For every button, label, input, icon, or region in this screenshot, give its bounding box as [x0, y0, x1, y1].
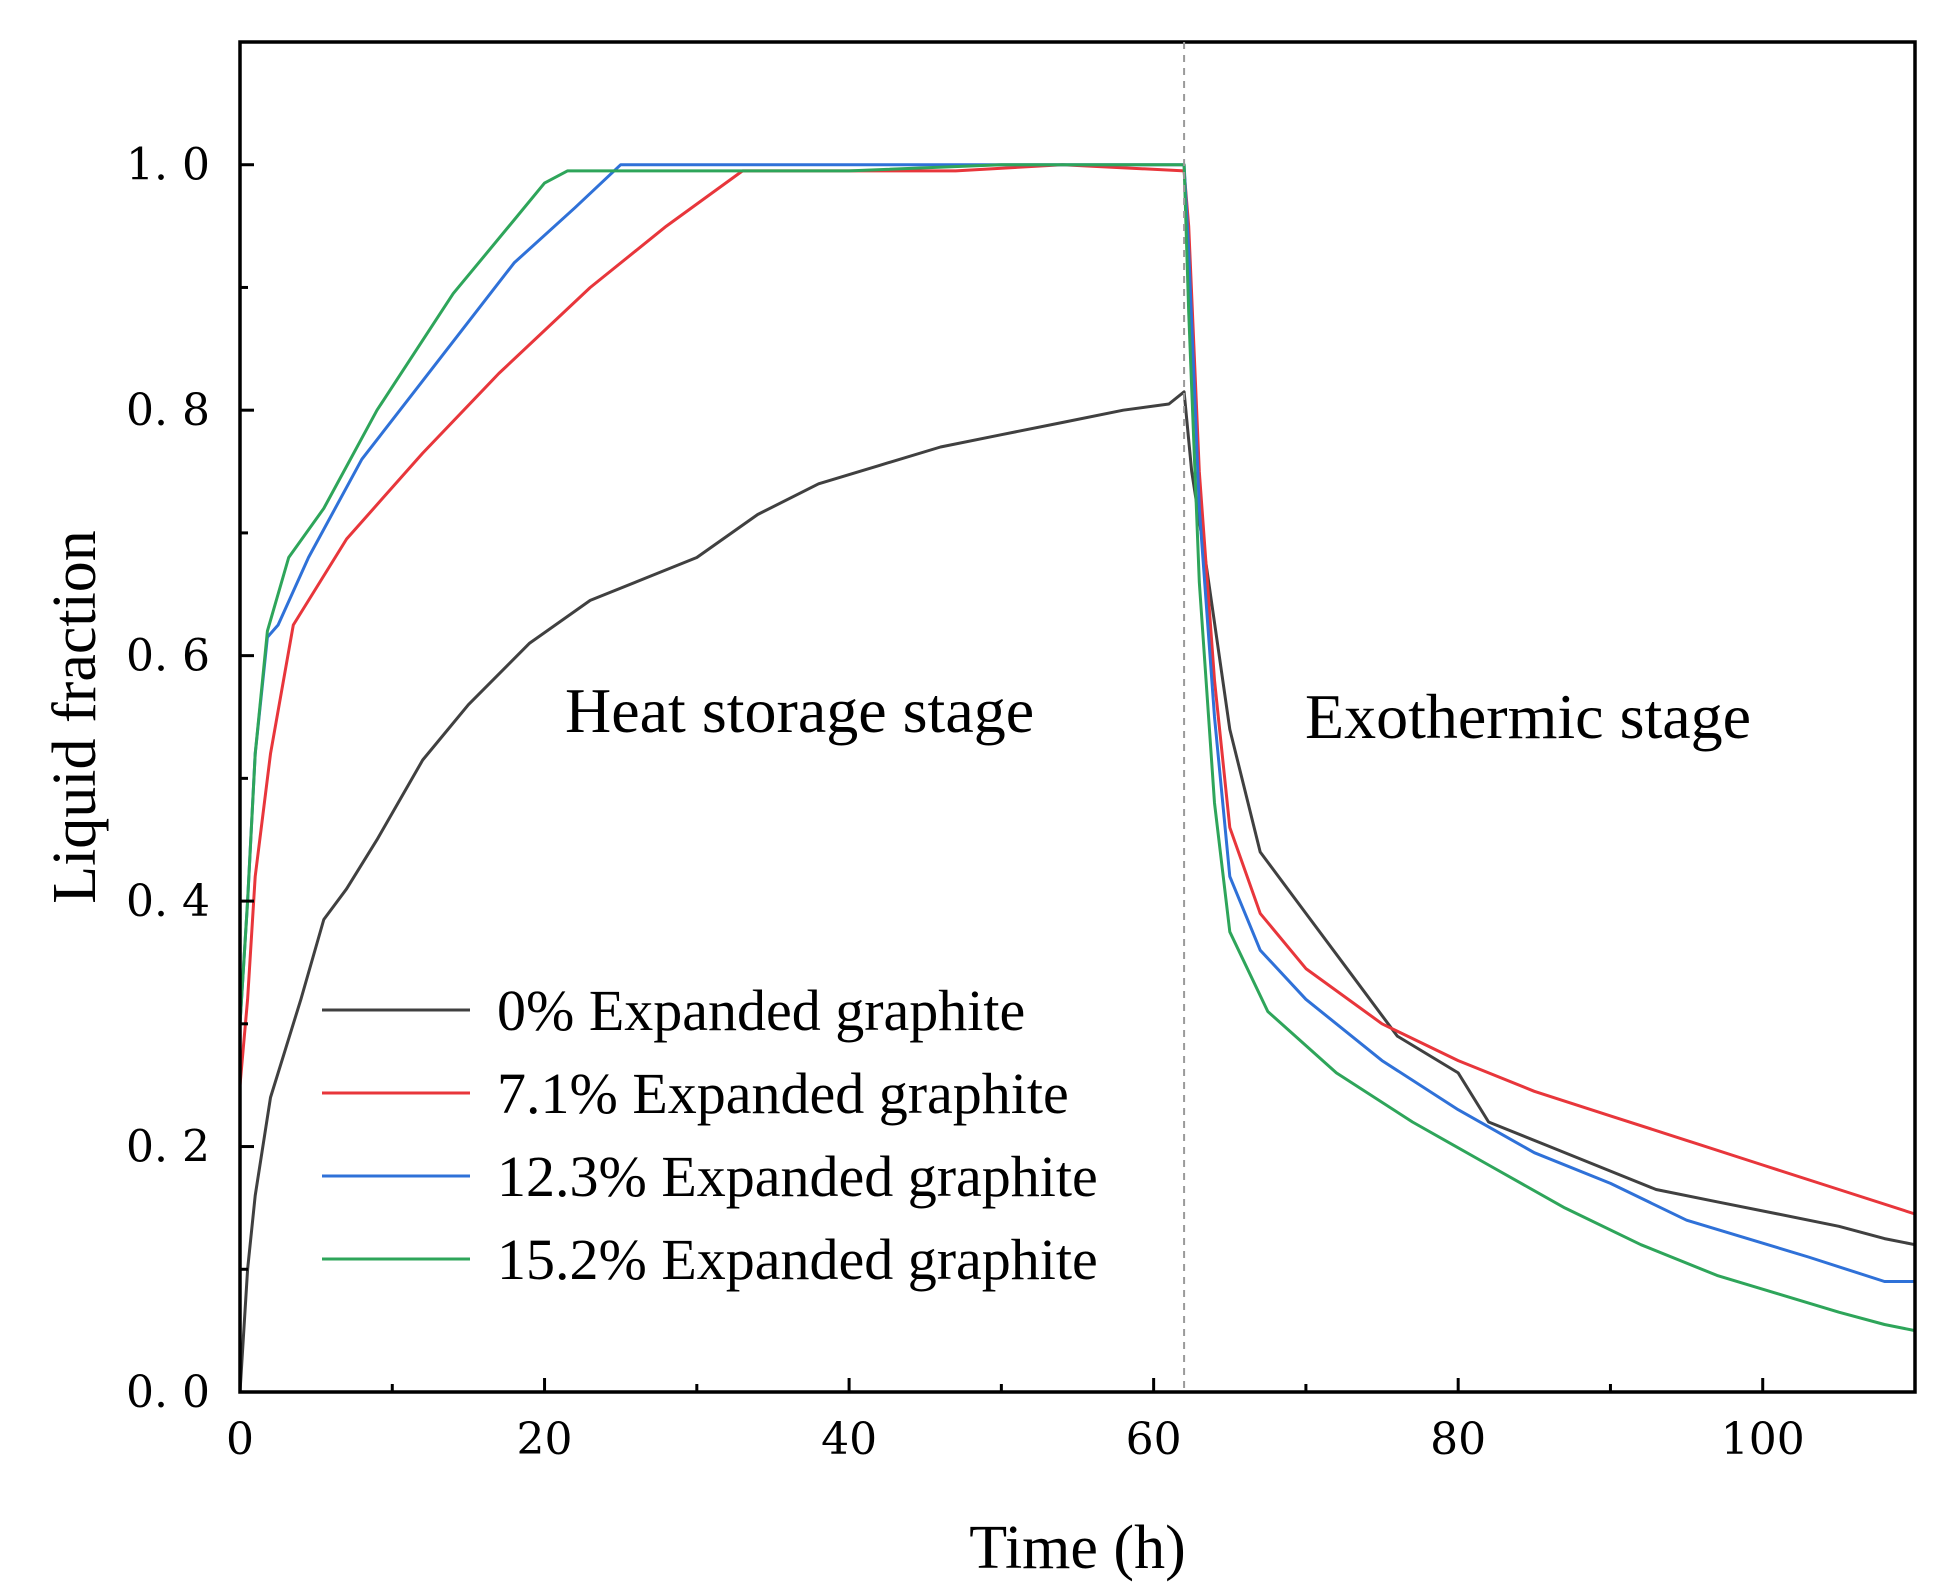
- x-tick-label: 60: [1126, 1414, 1182, 1465]
- x-tick-label: 20: [517, 1414, 573, 1465]
- y-tick-label: 0. 0: [126, 1367, 210, 1418]
- annotation-heat-storage-stage: Heat storage stage: [565, 675, 1034, 746]
- x-tick-label: 40: [821, 1414, 877, 1465]
- y-tick-label: 1. 0: [126, 140, 210, 191]
- x-axis-title: Time (h): [969, 1514, 1185, 1582]
- ticks-layer: 0 20 40 60 80 100 0. 0 0. 2 0. 4 0. 6 0. 8 1. 0: [126, 140, 1805, 1465]
- y-tick-label: 0. 6: [126, 631, 210, 682]
- legend: 0% Expanded graphite 7.1% Expanded graphi…: [322, 978, 1098, 1292]
- x-tick-label: 80: [1430, 1414, 1486, 1465]
- y-tick-label: 0. 2: [126, 1122, 210, 1173]
- x-tick-label: 0: [226, 1414, 254, 1465]
- y-tick-label: 0. 4: [126, 876, 210, 927]
- plot-frame: [238, 40, 1917, 1394]
- y-axis-title: Liquid fraction: [41, 530, 109, 904]
- legend-label-3: 15.2% Expanded graphite: [497, 1227, 1098, 1292]
- series-line-0: [238, 390, 1916, 1393]
- legend-label-1: 7.1% Expanded graphite: [497, 1061, 1069, 1126]
- y-tick-label: 0. 8: [126, 385, 210, 436]
- annotation-exothermic-stage: Exothermic stage: [1305, 681, 1751, 752]
- x-tick-label: 100: [1721, 1414, 1805, 1465]
- legend-label-0: 0% Expanded graphite: [497, 978, 1025, 1043]
- legend-label-2: 12.3% Expanded graphite: [497, 1144, 1098, 1209]
